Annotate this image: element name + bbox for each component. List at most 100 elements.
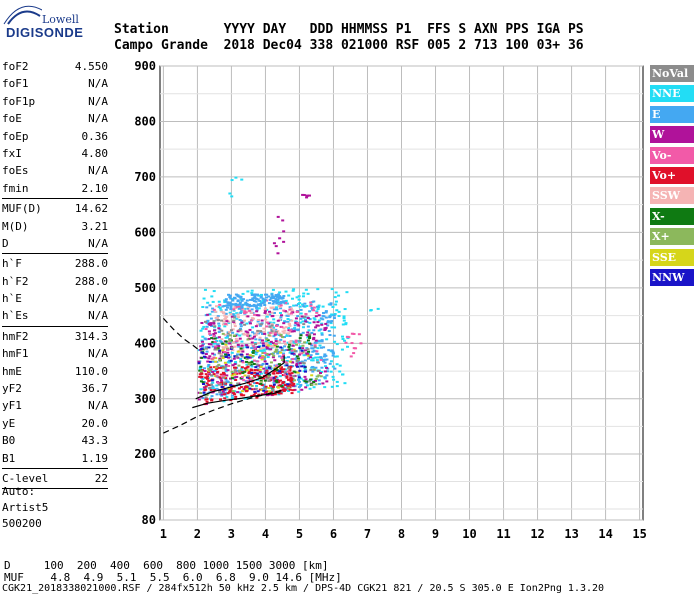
data-point (317, 369, 321, 372)
data-point (202, 325, 206, 328)
data-point (233, 369, 237, 372)
data-point (239, 322, 243, 325)
footer-muf-line: MUF 4.8 4.9 5.1 5.5 6.0 6.8 9.0 14.6 [MH… (4, 571, 342, 584)
data-point (308, 333, 312, 336)
data-point (216, 347, 220, 350)
data-point (228, 339, 232, 342)
data-point (279, 351, 283, 354)
data-point (259, 380, 263, 383)
data-point (314, 339, 318, 342)
data-point (220, 319, 224, 322)
data-point (301, 326, 305, 329)
data-point (279, 333, 283, 336)
data-point (207, 343, 211, 346)
data-point (228, 301, 232, 304)
data-point (280, 297, 284, 300)
data-point (233, 322, 237, 325)
data-point (337, 294, 341, 297)
data-point (241, 320, 245, 323)
data-point (199, 380, 203, 383)
data-point (312, 380, 316, 383)
data-point (219, 373, 223, 376)
data-point (299, 383, 303, 386)
data-point (246, 379, 250, 382)
data-point (241, 371, 245, 374)
data-point (283, 387, 287, 390)
data-point (271, 378, 275, 381)
data-point (265, 338, 269, 341)
data-point (294, 321, 298, 324)
x-tick-label: 3 (228, 527, 235, 541)
data-point (215, 347, 219, 350)
data-point (248, 334, 252, 337)
data-point (207, 363, 211, 366)
data-point (223, 393, 227, 396)
data-point (308, 342, 312, 345)
data-point (264, 366, 268, 369)
data-point (328, 314, 332, 317)
data-point (257, 373, 261, 376)
data-point (293, 327, 297, 330)
separator (2, 253, 108, 255)
data-point (246, 384, 250, 387)
data-point (286, 341, 290, 344)
legend-item-x-: X- (650, 207, 694, 225)
data-point (271, 386, 275, 389)
data-point (245, 363, 249, 366)
data-point (283, 384, 287, 387)
data-point (205, 398, 209, 401)
data-point (291, 343, 295, 346)
data-point (226, 348, 230, 351)
data-point (215, 374, 219, 377)
data-point (255, 350, 259, 353)
data-point (325, 358, 329, 361)
data-point (205, 321, 209, 324)
data-point (291, 351, 295, 354)
data-point (251, 344, 255, 347)
data-point (230, 390, 234, 393)
data-point (224, 300, 228, 303)
data-point (317, 314, 321, 317)
digisonde-logo: Lowell DIGISONDE (2, 4, 102, 42)
data-point (255, 395, 259, 398)
data-point (232, 303, 236, 306)
data-point (311, 365, 315, 368)
data-point (279, 316, 283, 319)
data-point (286, 318, 290, 321)
data-point (234, 378, 238, 381)
data-point (200, 340, 204, 343)
data-point (313, 350, 317, 353)
data-point (296, 371, 300, 374)
data-point (255, 331, 259, 334)
data-point (224, 317, 228, 320)
data-point (283, 320, 287, 323)
data-point (294, 371, 298, 374)
data-point (277, 350, 281, 353)
data-point (304, 288, 308, 291)
data-point (202, 388, 206, 391)
data-point (228, 304, 232, 307)
data-point (270, 323, 274, 326)
data-point (269, 386, 273, 389)
data-point (229, 329, 233, 332)
data-point (240, 376, 244, 379)
data-point (288, 383, 292, 386)
data-point (232, 316, 236, 319)
data-point (297, 298, 301, 301)
data-point (233, 373, 237, 376)
data-point (274, 348, 278, 351)
data-point (216, 343, 220, 346)
data-point (270, 307, 274, 310)
data-point (310, 382, 314, 385)
data-point (281, 300, 285, 303)
data-point (252, 393, 256, 396)
data-point (283, 320, 287, 323)
data-point (293, 385, 297, 388)
data-point (279, 367, 283, 370)
data-point (224, 346, 228, 349)
data-point (285, 383, 289, 386)
data-point (249, 396, 253, 399)
data-point (285, 362, 289, 365)
data-point (284, 375, 288, 378)
data-point (226, 301, 230, 304)
